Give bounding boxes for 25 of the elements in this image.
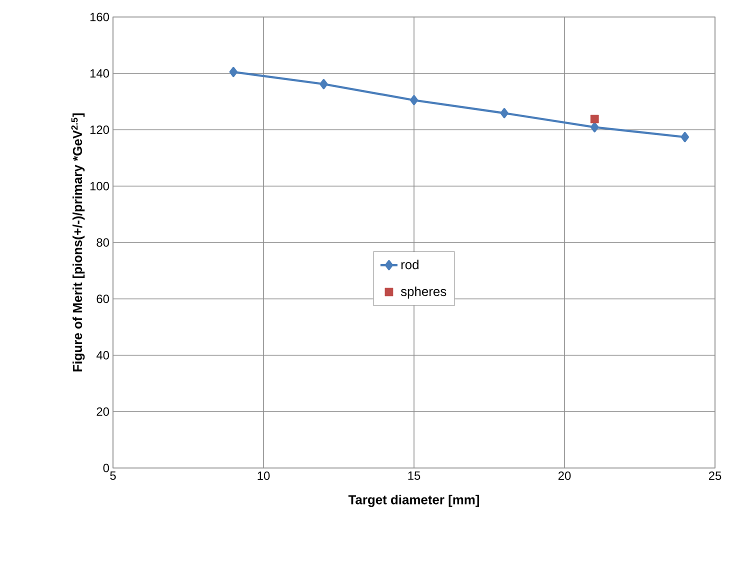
legend-label: rod xyxy=(401,260,418,270)
point xyxy=(229,66,238,78)
y-tick-label: 60 xyxy=(96,294,110,304)
y-tick-label: 20 xyxy=(96,407,110,416)
legend-label: spheres xyxy=(400,286,446,299)
y-tick-label: 0 xyxy=(103,464,110,472)
y-tick-label: 140 xyxy=(90,69,110,78)
y-tick-label: 100 xyxy=(90,182,110,190)
point xyxy=(590,122,599,132)
y-tick-label: 40 xyxy=(96,351,110,360)
point xyxy=(320,79,328,90)
y-tick-label: 120 xyxy=(90,126,110,134)
x-tick-label: 15 xyxy=(408,472,420,480)
point xyxy=(410,95,418,106)
point xyxy=(590,114,599,124)
x-tick-label: 25 xyxy=(708,472,722,480)
y-axis-title: Figure of Merit [pions(+/-)/primary *GeV$^{2.5}$] xyxy=(71,113,85,372)
x-tick-label: 20 xyxy=(558,472,571,480)
x-tick-label: 10 xyxy=(258,472,270,480)
y-tick-label: 80 xyxy=(96,238,110,247)
point xyxy=(680,132,689,142)
x-axis-title: Target diameter [mm] xyxy=(348,494,479,507)
point xyxy=(500,108,508,118)
x-tick-label: 5 xyxy=(110,472,116,480)
y-tick-label: 160 xyxy=(90,12,110,22)
